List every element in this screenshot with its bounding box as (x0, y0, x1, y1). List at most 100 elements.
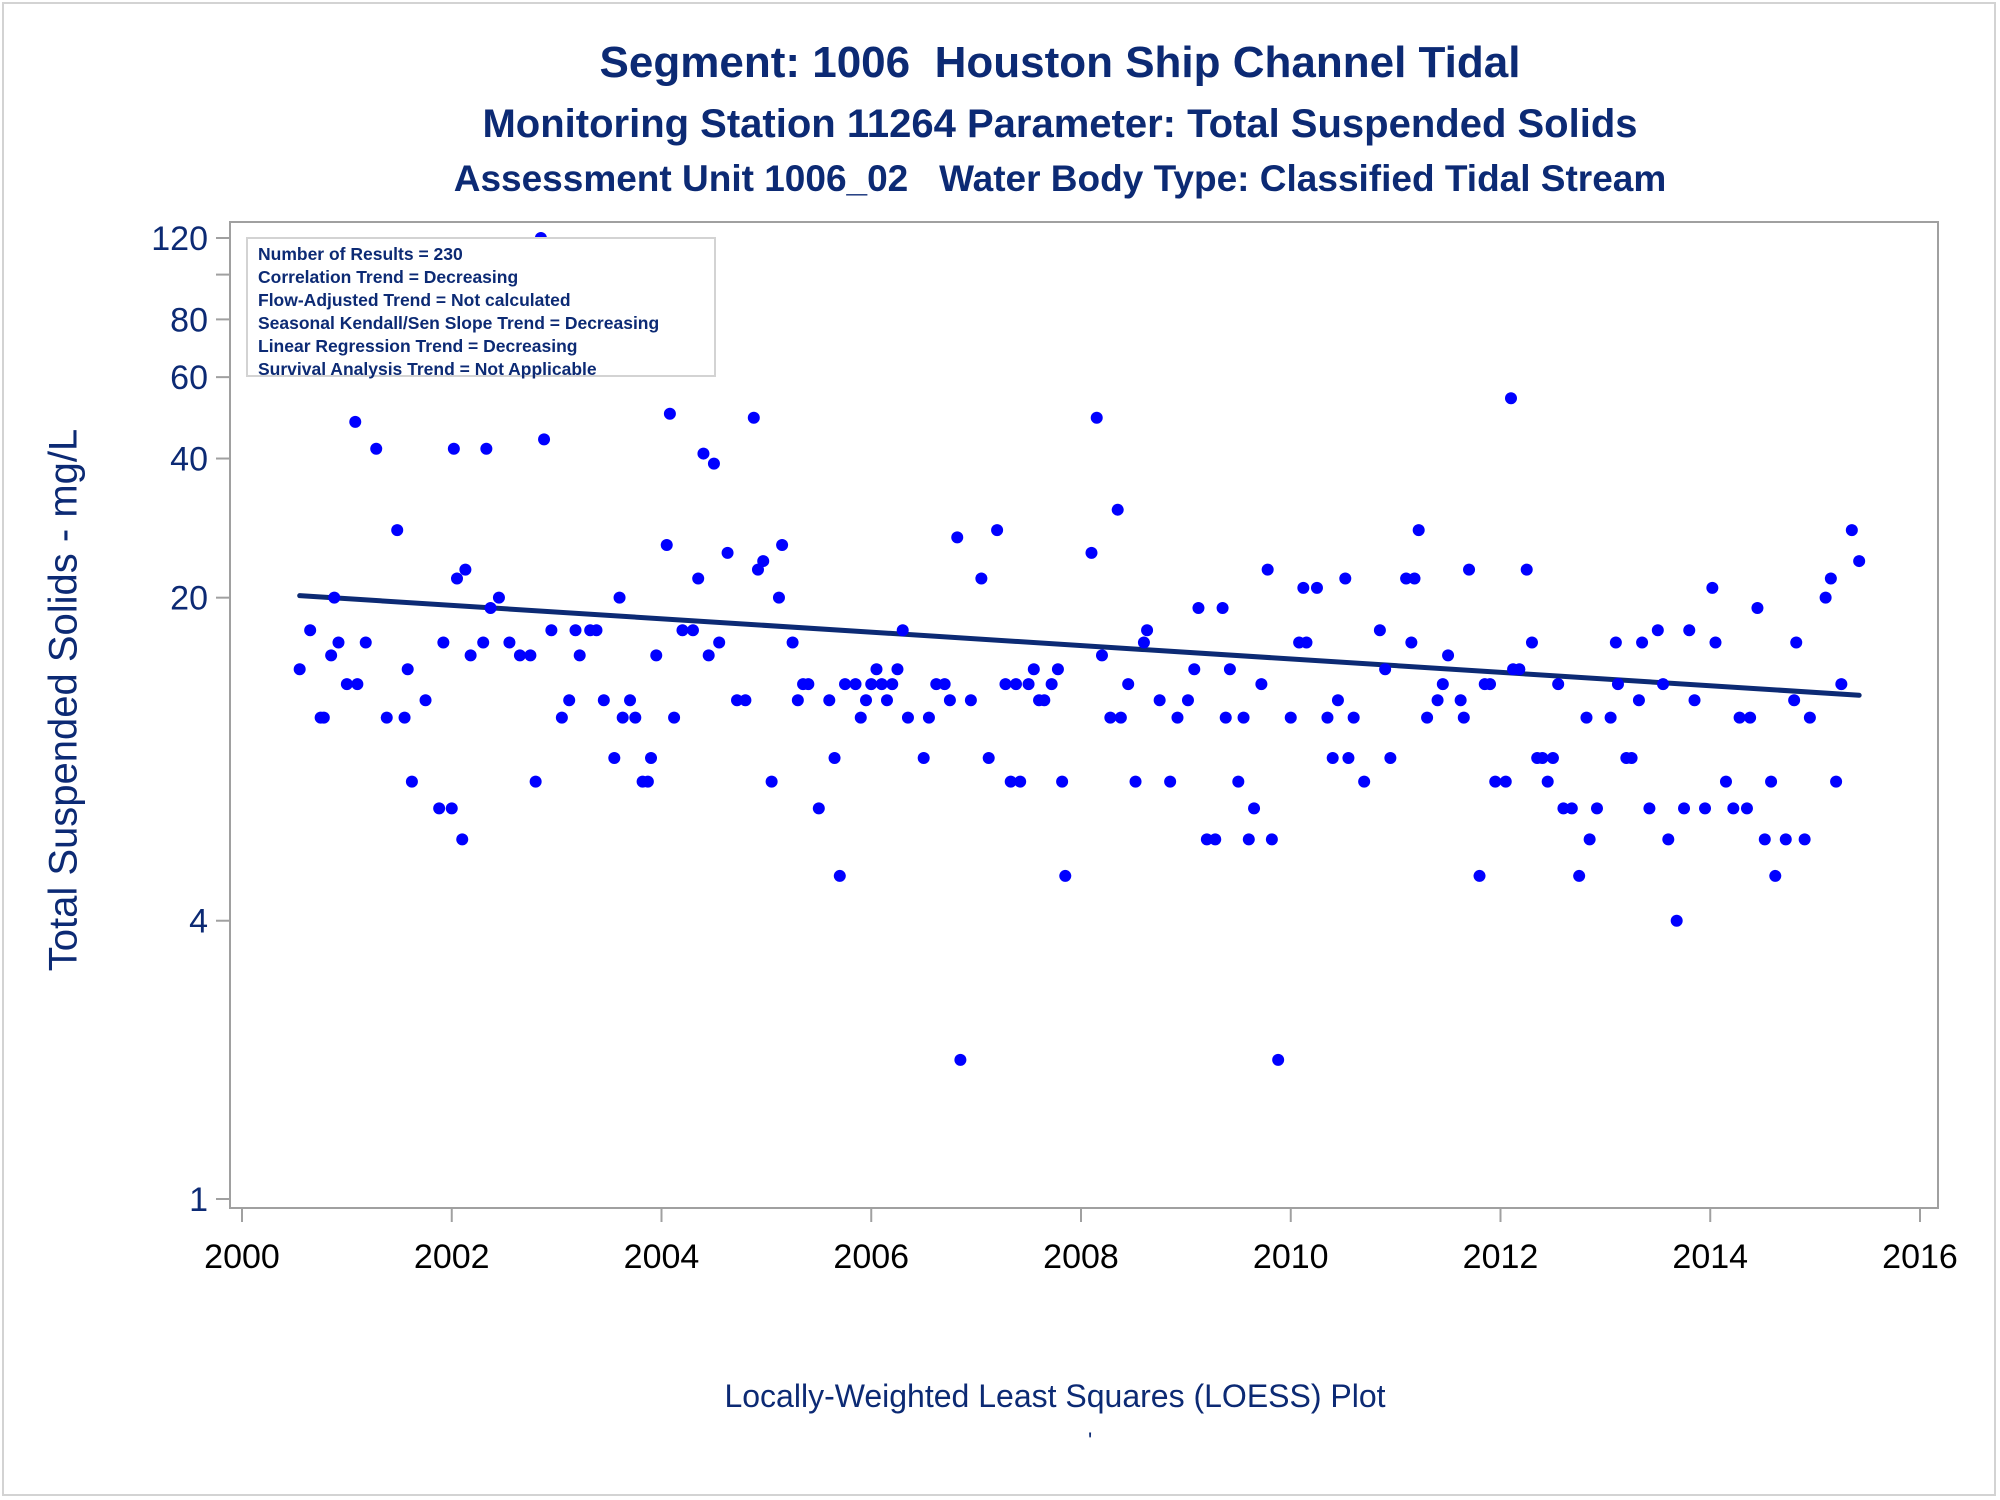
data-point (1442, 649, 1455, 662)
data-point (1643, 802, 1656, 815)
data-point (1552, 678, 1565, 691)
data-point (1625, 751, 1638, 764)
data-point (1678, 802, 1691, 815)
data-point (922, 711, 935, 724)
data-point (1284, 711, 1297, 724)
data-point (828, 751, 841, 764)
data-point (616, 711, 629, 724)
data-point (503, 636, 516, 649)
y-tick-label: 120 (151, 220, 208, 258)
data-point (1265, 833, 1278, 846)
x-tick-label: 2008 (1043, 1238, 1119, 1276)
data-point (437, 636, 450, 649)
data-point (786, 636, 799, 649)
data-point (1090, 411, 1103, 424)
data-point (1408, 572, 1421, 585)
data-point (1027, 663, 1040, 676)
data-point (1473, 869, 1486, 882)
data-point (999, 678, 1012, 691)
data-point (1636, 636, 1649, 649)
data-point (1798, 833, 1811, 846)
data-point (555, 711, 568, 724)
data-point (340, 678, 353, 691)
data-point (975, 572, 988, 585)
x-tick-label: 2016 (1882, 1238, 1958, 1276)
data-point (1400, 572, 1413, 585)
data-point (731, 694, 744, 707)
chart-subtitle-assessment: Assessment Unit 1006_02 Water Body Type:… (453, 158, 1667, 199)
data-point (1095, 649, 1108, 662)
data-point (1009, 678, 1022, 691)
data-point (721, 546, 734, 559)
data-point (964, 694, 977, 707)
x-tick-label: 2010 (1253, 1238, 1329, 1276)
data-point (891, 663, 904, 676)
data-point (791, 694, 804, 707)
x-tick-label: 2000 (204, 1238, 280, 1276)
y-tick-label: 1 (189, 1181, 208, 1219)
stat-seasonal-kendall: Seasonal Kendall/Sen Slope Trend = Decre… (258, 313, 660, 333)
data-point (1141, 624, 1154, 637)
data-point (1384, 751, 1397, 764)
data-point (991, 524, 1004, 537)
data-point (697, 447, 710, 460)
data-point (590, 624, 603, 637)
data-point (1683, 624, 1696, 637)
data-point (1114, 711, 1127, 724)
data-point (1662, 833, 1675, 846)
plot-caption: Locally-Weighted Least Squares (LOESS) P… (724, 1378, 1386, 1414)
data-point (1699, 802, 1712, 815)
data-point (1733, 711, 1746, 724)
data-point (317, 711, 330, 724)
data-point (304, 624, 317, 637)
data-point (896, 624, 909, 637)
data-point (1137, 636, 1150, 649)
data-point (1300, 636, 1313, 649)
data-point (641, 775, 654, 788)
data-point (1171, 711, 1184, 724)
data-point (1670, 914, 1683, 927)
data-point (1181, 694, 1194, 707)
data-point (1436, 678, 1449, 691)
data-point (328, 591, 341, 604)
data-point (1004, 775, 1017, 788)
data-point (1014, 775, 1027, 788)
footer-mark: ' (1088, 1428, 1093, 1453)
data-point (943, 694, 956, 707)
data-point (812, 802, 825, 815)
x-tick-label: 2014 (1672, 1238, 1748, 1276)
x-tick-label: 2004 (624, 1238, 700, 1276)
data-point (1688, 694, 1701, 707)
data-point (1513, 663, 1526, 676)
data-point (529, 775, 542, 788)
data-point (405, 775, 418, 788)
data-point (1379, 663, 1392, 676)
data-point (1803, 711, 1816, 724)
data-point (1590, 802, 1603, 815)
data-point (686, 624, 699, 637)
data-point (1719, 775, 1732, 788)
data-point (1339, 572, 1352, 585)
data-point (660, 538, 673, 551)
data-point (445, 802, 458, 815)
data-point (1122, 678, 1135, 691)
y-tick-label: 80 (170, 301, 208, 339)
data-point (484, 601, 497, 614)
data-point (1727, 802, 1740, 815)
data-point (1504, 392, 1517, 405)
data-point (870, 663, 883, 676)
data-point (629, 711, 642, 724)
stats-legend: Number of Results = 230 Correlation Tren… (246, 237, 716, 379)
data-point (1342, 751, 1355, 764)
data-point (1347, 711, 1360, 724)
data-point (1085, 546, 1098, 559)
data-point (1611, 678, 1624, 691)
data-point (713, 636, 726, 649)
data-point (1457, 711, 1470, 724)
data-point (951, 531, 964, 544)
data-point (1331, 694, 1344, 707)
data-point (1321, 711, 1334, 724)
data-point (839, 678, 852, 691)
data-point (1790, 636, 1803, 649)
data-point (391, 524, 404, 537)
